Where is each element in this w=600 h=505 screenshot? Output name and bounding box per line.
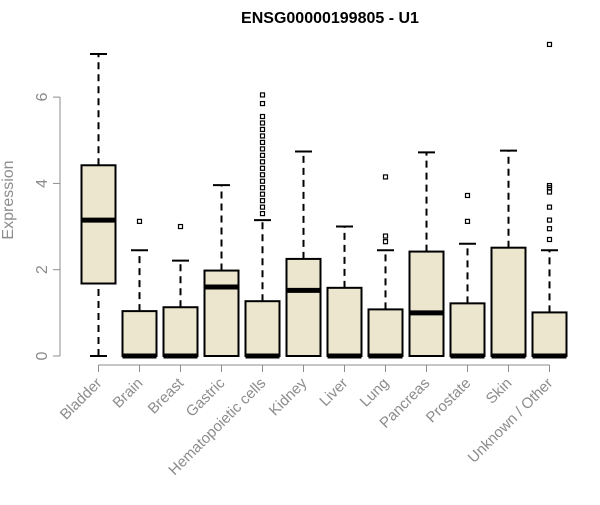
box-group bbox=[408, 151, 445, 358]
outlier-point bbox=[259, 172, 266, 178]
y-axis: 0 2 4 6 bbox=[34, 93, 61, 360]
outlier-point bbox=[546, 236, 553, 243]
box-group bbox=[244, 92, 281, 359]
box-body bbox=[449, 302, 486, 358]
box-group bbox=[531, 41, 568, 359]
outlier-point bbox=[464, 218, 471, 224]
outlier-point bbox=[259, 152, 266, 158]
box-group bbox=[449, 192, 486, 359]
box-body bbox=[285, 257, 322, 357]
box-body bbox=[121, 310, 158, 358]
outlier-point bbox=[382, 239, 389, 245]
x-tick-label: Breast bbox=[145, 374, 188, 417]
box-body bbox=[326, 286, 363, 358]
outlier-point bbox=[546, 204, 553, 210]
box-group bbox=[121, 218, 158, 359]
outlier-point bbox=[136, 218, 143, 224]
outlier-point bbox=[259, 133, 266, 139]
outlier-point bbox=[259, 139, 266, 146]
chart-title: ENSG00000199805 - U1 bbox=[241, 10, 419, 27]
outlier-point bbox=[546, 217, 553, 223]
y-tick-label: 4 bbox=[34, 179, 51, 188]
outlier-point bbox=[259, 198, 266, 204]
x-tick-label: Lung bbox=[357, 375, 393, 411]
outlier-point bbox=[177, 223, 184, 230]
outlier-point bbox=[259, 113, 266, 120]
box-group bbox=[285, 150, 322, 357]
outlier-point bbox=[259, 120, 266, 126]
outlier-point bbox=[259, 178, 266, 184]
y-tick-label: 2 bbox=[34, 265, 51, 274]
x-tick-label: Skin bbox=[483, 375, 516, 408]
outlier-point bbox=[546, 41, 553, 48]
outlier-point bbox=[259, 159, 266, 165]
box-group bbox=[203, 184, 240, 357]
x-tick-label: Liver bbox=[316, 375, 351, 410]
box-body bbox=[244, 300, 281, 358]
box-group bbox=[490, 149, 527, 359]
outlier-point bbox=[464, 192, 471, 199]
box-group bbox=[80, 52, 117, 357]
box-series bbox=[80, 41, 568, 359]
box-body bbox=[367, 308, 404, 357]
outlier-point bbox=[259, 146, 266, 152]
outlier-point bbox=[259, 92, 266, 98]
outlier-point bbox=[259, 185, 266, 191]
outlier-point bbox=[546, 226, 553, 232]
outlier-point bbox=[259, 204, 266, 210]
box-body bbox=[203, 269, 240, 357]
outlier-point bbox=[259, 211, 266, 217]
outlier-point bbox=[259, 191, 266, 197]
y-axis-label: Expression bbox=[0, 160, 17, 239]
box-body bbox=[531, 311, 568, 358]
box-body bbox=[408, 250, 445, 358]
y-tick-label: 6 bbox=[34, 93, 51, 102]
outlier-point bbox=[382, 174, 389, 180]
x-tick-label: Bladder bbox=[57, 375, 106, 424]
outlier-point bbox=[259, 165, 266, 171]
box-body bbox=[80, 164, 117, 285]
x-tick-label: Brain bbox=[110, 375, 147, 412]
box-body bbox=[490, 246, 527, 358]
x-tick-label: Prostate bbox=[423, 375, 475, 427]
outlier-point bbox=[546, 182, 553, 189]
outlier-point bbox=[259, 126, 266, 133]
outlier-point bbox=[382, 233, 389, 239]
x-tick-label: Kidney bbox=[266, 374, 311, 419]
outlier-point bbox=[259, 100, 266, 107]
box-group bbox=[326, 225, 363, 359]
box-group bbox=[162, 223, 199, 359]
box-body bbox=[162, 306, 199, 357]
y-tick-label: 0 bbox=[34, 351, 51, 360]
box-group bbox=[367, 174, 404, 359]
outlier-point bbox=[546, 189, 553, 195]
